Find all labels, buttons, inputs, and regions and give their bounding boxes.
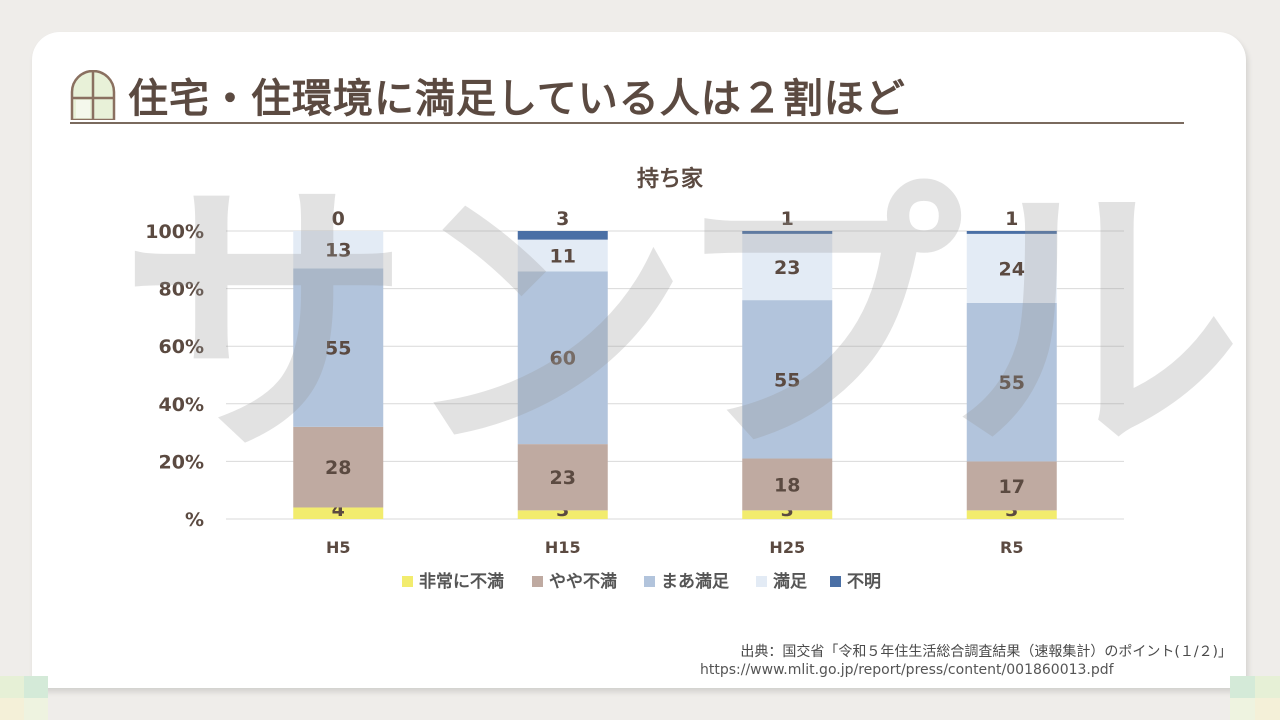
window-icon xyxy=(70,70,116,120)
data-label: 11 xyxy=(550,245,576,267)
data-label: 23 xyxy=(550,467,576,489)
bar-segment xyxy=(517,231,608,240)
data-label: 24 xyxy=(999,258,1025,280)
page-title: 住宅・住環境に満足している人は２割ほど xyxy=(128,76,906,122)
corner-decoration-left xyxy=(0,676,48,720)
bar-segment xyxy=(293,231,384,269)
y-tick-label: 100% xyxy=(145,221,204,243)
data-label: 23 xyxy=(774,257,800,279)
bar-segment xyxy=(293,507,384,519)
bar-segment xyxy=(517,239,608,272)
legend-swatch xyxy=(402,576,413,587)
source-url[interactable]: https://www.mlit.go.jp/report/press/cont… xyxy=(700,662,1114,678)
y-tick-label: 20% xyxy=(159,451,204,473)
bar-segment xyxy=(742,300,833,459)
bar-segment xyxy=(517,444,608,511)
x-tick-label: H15 xyxy=(545,538,581,557)
bar-segment xyxy=(966,303,1057,462)
legend-label: やや不満 xyxy=(549,571,617,592)
legend-swatch xyxy=(644,576,655,587)
y-tick-label: % xyxy=(185,509,204,531)
bar-segment xyxy=(517,271,608,445)
data-label: 1 xyxy=(1005,208,1018,230)
y-tick-label: 80% xyxy=(159,279,204,301)
x-tick-label: H25 xyxy=(769,538,805,557)
bar-segment xyxy=(742,231,833,234)
corner-decoration-right xyxy=(1230,676,1280,720)
data-label: 55 xyxy=(999,372,1025,394)
data-label: 18 xyxy=(774,474,800,496)
legend-label: 不明 xyxy=(847,572,881,592)
source-citation: 出典：国交省「令和５年住生活総合調査結果（速報集計）のポイント(１/２)」 xyxy=(740,644,1232,660)
bar-segment xyxy=(742,233,833,301)
data-label: 60 xyxy=(550,348,576,370)
legend-swatch xyxy=(756,576,767,587)
legend-label: 非常に不満 xyxy=(419,571,504,592)
data-label: 13 xyxy=(325,240,351,262)
x-tick-label: R5 xyxy=(1000,538,1023,557)
data-label: 55 xyxy=(325,338,351,360)
bar-segment xyxy=(742,458,833,511)
legend-label: 満足 xyxy=(773,571,807,592)
data-label: 28 xyxy=(325,457,351,479)
data-label: 3 xyxy=(556,208,569,230)
title-bar: 住宅・住環境に満足している人は２割ほど xyxy=(70,66,1184,124)
data-label: 1 xyxy=(781,208,794,230)
bar-segment xyxy=(293,268,384,427)
x-tick-label: H5 xyxy=(326,538,351,557)
data-label: 17 xyxy=(999,476,1025,498)
data-label: 55 xyxy=(774,369,800,391)
y-tick-label: 40% xyxy=(159,394,204,416)
bar-segment xyxy=(966,461,1057,511)
legend-swatch xyxy=(830,576,841,587)
data-label: 0 xyxy=(332,208,345,230)
bar-segment xyxy=(293,426,384,508)
legend-swatch xyxy=(532,576,543,587)
bar-segment xyxy=(966,233,1057,303)
chart-title: 持ち家 xyxy=(637,166,704,192)
bar-segment xyxy=(966,231,1057,234)
y-tick-label: 60% xyxy=(159,336,204,358)
bar-segment xyxy=(517,510,608,519)
legend-label: まあ満足 xyxy=(661,571,729,592)
bar-segment xyxy=(966,510,1057,519)
bar-segment xyxy=(742,510,833,519)
